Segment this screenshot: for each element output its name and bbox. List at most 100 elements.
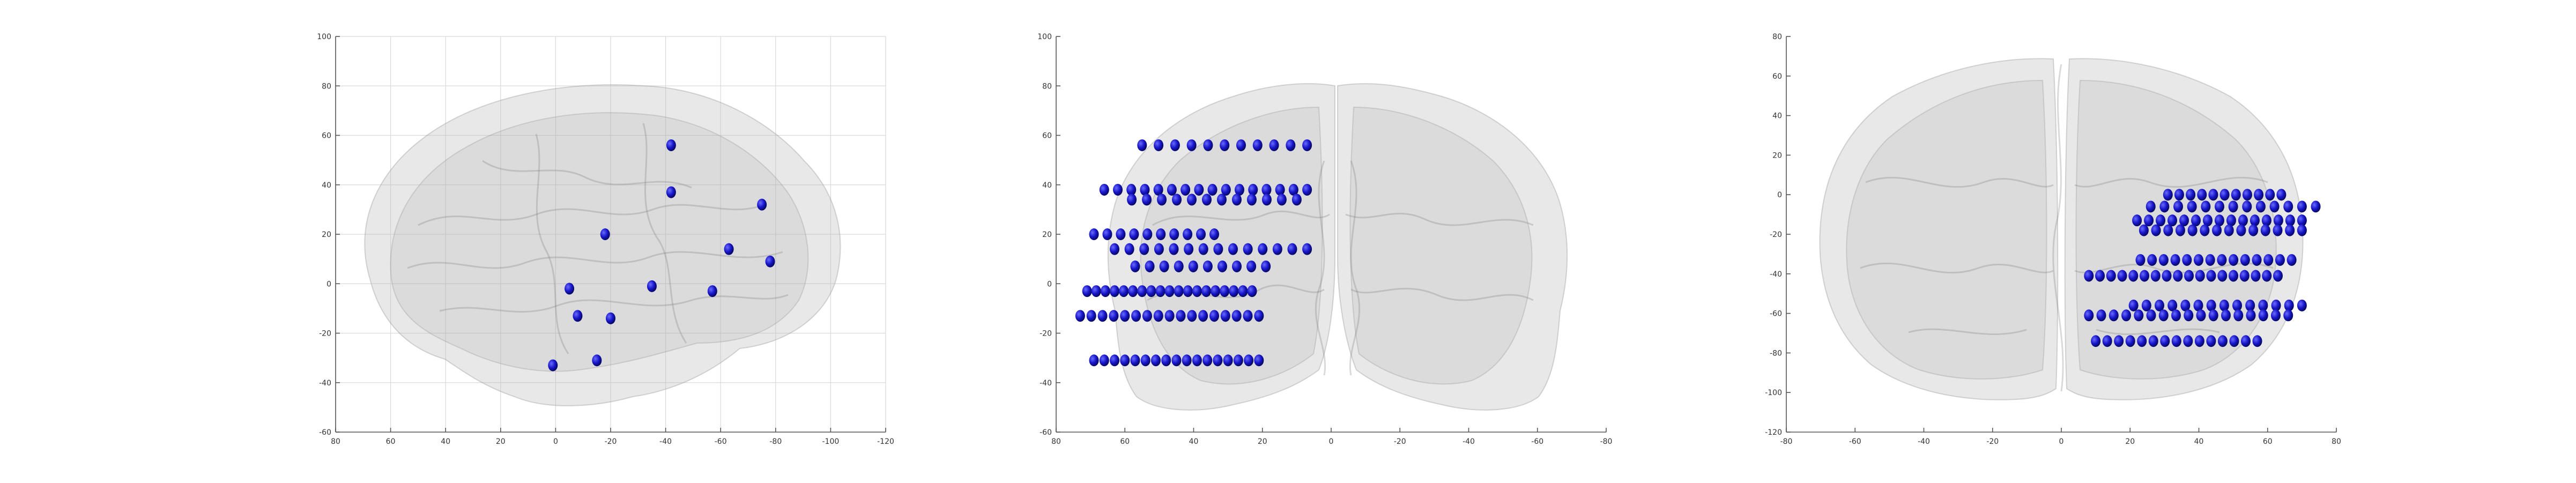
electrode-point	[1201, 285, 1212, 298]
x-tick-label: 0	[2059, 437, 2064, 446]
electrode-point	[2236, 224, 2246, 236]
x-tick-label: 20	[2125, 437, 2135, 446]
electrode-point	[2255, 200, 2266, 213]
electrode-point	[2242, 189, 2252, 201]
electrode-point	[2193, 299, 2203, 311]
electrode-point	[2297, 299, 2307, 311]
electrode-point	[2144, 214, 2154, 227]
electrode-point	[1140, 354, 1150, 367]
electrode-point	[2187, 200, 2197, 213]
x-tick-label: -20	[1986, 437, 1999, 446]
electrode-point	[2163, 224, 2173, 236]
electrode-point	[1302, 139, 1312, 151]
electrode-point	[666, 139, 676, 151]
electrode-point	[2102, 335, 2112, 347]
electrode-point	[2265, 189, 2275, 201]
y-tick-label: -60	[1770, 310, 1782, 318]
electrode-point	[1099, 183, 1109, 196]
electrode-point	[1269, 139, 1279, 151]
electrode-point	[1261, 194, 1272, 206]
electrode-point	[1246, 260, 1257, 272]
y-tick-label: -20	[1040, 330, 1052, 338]
electrode-point	[1272, 243, 1282, 255]
electrode-point	[2151, 224, 2161, 236]
electrode-point	[1258, 243, 1268, 255]
electrode-point	[1120, 354, 1130, 367]
electrode-point	[1097, 310, 1108, 322]
electrode-point	[2226, 214, 2236, 227]
electrode-point	[2150, 270, 2161, 282]
electrode-point	[1247, 285, 1257, 298]
electrode-point	[2091, 335, 2101, 347]
electrode-point	[2246, 309, 2256, 322]
electrode-point	[2135, 254, 2146, 266]
electrode-point	[1164, 310, 1175, 322]
x-tick-label: 60	[1120, 437, 1130, 446]
electrode-point	[2202, 214, 2213, 227]
electrode-point	[2287, 254, 2297, 266]
x-tick-label: -60	[1849, 437, 1861, 446]
electrode-point	[2297, 214, 2307, 227]
y-tick-label: 60	[1042, 132, 1052, 140]
electrode-point	[2229, 254, 2239, 266]
electrode-point	[2163, 189, 2173, 201]
electrode-point	[1223, 354, 1233, 367]
x-tick-label: 80	[331, 437, 340, 446]
electrode-point	[2114, 335, 2124, 347]
electrode-point	[1142, 194, 1152, 206]
electrode-point	[1209, 228, 1219, 240]
electrode-point	[1145, 260, 1155, 272]
electrode-point	[2283, 309, 2293, 322]
y-tick-label: -120	[1765, 428, 1782, 437]
electrode-point	[548, 359, 558, 371]
y-tick-label: 60	[1772, 72, 1782, 81]
electrode-point	[1187, 194, 1197, 206]
electrode-point	[1109, 310, 1119, 322]
electrode-point	[1221, 183, 1231, 196]
electrode-point	[2159, 200, 2170, 213]
electrode-point	[1170, 139, 1180, 151]
x-tick-label: -60	[1531, 437, 1543, 446]
x-tick-label: -40	[659, 437, 672, 446]
electrode-point	[1112, 183, 1123, 196]
electrode-point	[1246, 194, 1257, 206]
electrode-point	[1137, 139, 1147, 151]
electrode-point	[1174, 260, 1184, 272]
electrode-point	[1248, 183, 1258, 196]
electrode-point	[2171, 309, 2181, 322]
electrode-point	[2250, 214, 2260, 227]
electrode-point	[2275, 254, 2285, 266]
x-tick-label: 0	[553, 437, 558, 446]
electrode-point	[1196, 228, 1206, 240]
electrode-point	[1233, 354, 1243, 367]
electrode-point	[1082, 285, 1092, 298]
electrode-point	[1126, 183, 1137, 196]
electrode-point	[2117, 270, 2127, 282]
panel-coronal: 80 60 40 20 0 -20 -40 -60 -80 100 80 60 40 20 0 -20 -40…	[1037, 33, 1612, 446]
y-tick-label: -40	[1040, 379, 1052, 388]
electrode-point	[1156, 228, 1166, 240]
electrode-point	[1229, 285, 1239, 298]
electrode-point	[1159, 260, 1169, 272]
electrode-point	[2311, 200, 2321, 213]
electrode-point	[600, 228, 610, 240]
electrode-point	[2224, 224, 2234, 236]
electrode-point	[1139, 243, 1149, 255]
electrode-point	[1238, 285, 1248, 298]
electrode-point	[666, 186, 676, 198]
coronal-electrodes	[1075, 139, 1312, 367]
electrode-point	[2158, 254, 2169, 266]
electrode-point	[1086, 310, 1096, 322]
electrode-point	[1217, 260, 1227, 272]
electrode-point	[1261, 183, 1272, 196]
electrode-point	[1220, 285, 1230, 298]
electrode-point	[1291, 194, 1302, 206]
electrode-point	[2229, 335, 2239, 347]
electrode-point	[1142, 310, 1152, 322]
electrode-point	[1131, 310, 1141, 322]
electrode-point	[2285, 224, 2295, 236]
electrode-point	[2148, 335, 2158, 347]
electrode-point	[2182, 254, 2192, 266]
sagittal-grid	[335, 36, 886, 433]
